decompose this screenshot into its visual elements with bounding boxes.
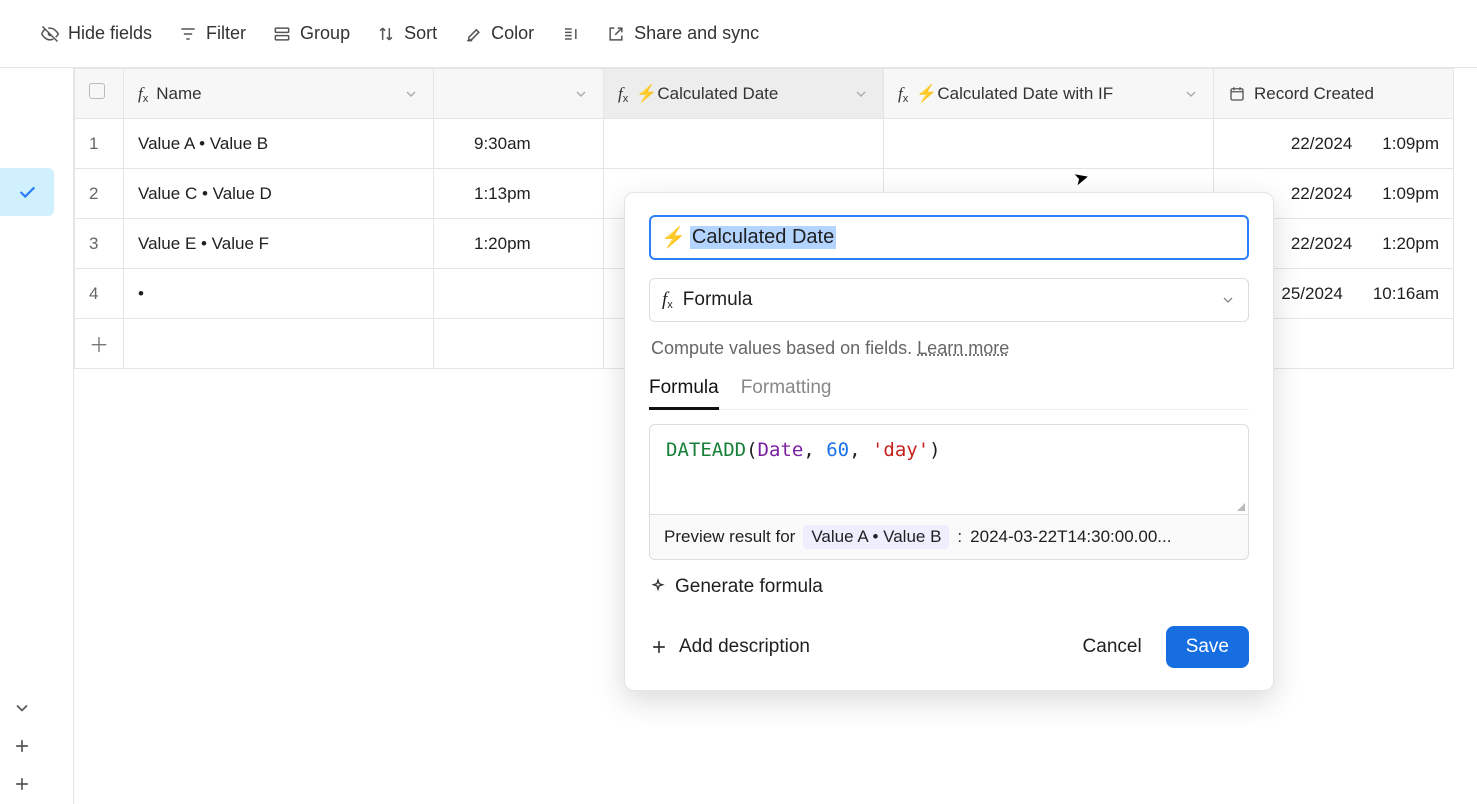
chevron-down-icon [1220,292,1236,308]
sparkle-icon [649,578,667,596]
field-type-label: Formula [683,289,753,311]
row-height-button[interactable] [560,24,580,44]
group-button[interactable]: Group [272,23,350,44]
add-description-button[interactable]: Add description [649,636,810,658]
cell-record-created[interactable]: 22/20241:09pm [1214,119,1454,169]
hide-fields-button[interactable]: Hide fields [40,23,152,44]
chevron-down-icon[interactable] [853,86,869,102]
cell-time[interactable]: 9:30am [434,119,604,169]
group-icon [272,24,292,44]
eye-off-icon [40,24,60,44]
plus-icon [649,637,669,657]
plus-icon: ＋ [89,335,109,357]
formula-icon: fx [138,84,148,104]
cancel-button[interactable]: Cancel [1083,636,1142,658]
config-tabs: Formula Formatting [649,377,1249,410]
group-label: Group [300,23,350,44]
filter-button[interactable]: Filter [178,23,246,44]
bolt-icon: ⚡ [661,225,686,250]
save-button[interactable]: Save [1166,626,1249,668]
tab-formula[interactable]: Formula [649,377,719,410]
formula-icon: fx [662,289,673,311]
rail-check-item[interactable] [0,168,54,216]
checkbox-icon [89,83,105,99]
main-area: fx Name [0,68,1477,804]
resize-handle-icon[interactable] [1237,503,1245,511]
table-row[interactable]: 1 Value A • Value B 9:30am 22/20241:09pm [75,119,1454,169]
color-button[interactable]: Color [463,23,534,44]
header-calculated-date-if[interactable]: fx ⚡Calculated Date with IF [884,69,1214,119]
header-time[interactable] [434,69,604,119]
chevron-down-icon[interactable] [1183,86,1199,102]
preview-record-chip: Value A • Value B [803,525,949,549]
learn-more-link[interactable]: Learn more [917,338,1009,358]
chevron-down-icon[interactable] [403,86,419,102]
generate-formula-button[interactable]: Generate formula [649,576,1249,598]
share-icon [606,24,626,44]
formula-preview: Preview result for Value A • Value B : 2… [649,514,1249,560]
cell-name[interactable]: • [124,269,434,319]
rail-add-1-button[interactable] [12,736,32,756]
view-toolbar: Hide fields Filter Group Sort Color Shar… [0,0,1477,68]
share-label: Share and sync [634,23,759,44]
sort-icon [376,24,396,44]
preview-value: 2024-03-22T14:30:00.00... [970,527,1171,547]
cell-name[interactable]: Value E • Value F [124,219,434,269]
row-number: 3 [75,219,124,269]
chevron-down-icon[interactable] [573,86,589,102]
tab-formatting[interactable]: Formatting [741,377,832,409]
cell-calc[interactable] [604,119,884,169]
sort-button[interactable]: Sort [376,23,437,44]
header-calculated-date[interactable]: fx ⚡Calculated Date [604,69,884,119]
formula-editor[interactable]: DATEADD(Date, 60, 'day') [649,424,1249,514]
cell-time[interactable]: 1:20pm [434,219,604,269]
filter-icon [178,24,198,44]
cell-time[interactable] [434,269,604,319]
row-height-icon [560,24,580,44]
row-number: 2 [75,169,124,219]
share-button[interactable]: Share and sync [606,23,759,44]
header-record-created[interactable]: Record Created [1214,69,1454,119]
header-name[interactable]: fx Name [124,69,434,119]
calendar-icon [1228,85,1246,103]
preview-label: Preview result for [664,527,795,547]
left-rail [0,68,74,804]
field-type-select[interactable]: fx Formula [649,278,1249,322]
sort-label: Sort [404,23,437,44]
field-config-popover: ⚡ Calculated Date fx Formula Compute val… [624,192,1274,691]
header-calcif-label: ⚡Calculated Date with IF [916,84,1113,104]
filter-label: Filter [206,23,246,44]
formula-icon: fx [618,84,628,104]
formula-icon: fx [898,84,908,104]
cell-name[interactable]: Value A • Value B [124,119,434,169]
field-name-input[interactable]: ⚡ Calculated Date [649,215,1249,260]
header-rec-label: Record Created [1254,84,1374,104]
color-label: Color [491,23,534,44]
row-number: 1 [75,119,124,169]
header-calc-label: ⚡Calculated Date [636,84,778,104]
field-name-value: Calculated Date [690,226,836,249]
rail-add-2-button[interactable] [12,774,32,794]
cell-name[interactable]: Value C • Value D [124,169,434,219]
paint-icon [463,24,483,44]
header-checkbox-cell[interactable] [75,69,124,119]
header-name-label: Name [156,84,201,104]
row-number: 4 [75,269,124,319]
cell-calcif[interactable] [884,119,1214,169]
rail-chevron-down-icon[interactable] [12,698,32,718]
field-type-description: Compute values based on fields. Learn mo… [651,338,1247,359]
cell-time[interactable]: 1:13pm [434,169,604,219]
hide-fields-label: Hide fields [68,23,152,44]
